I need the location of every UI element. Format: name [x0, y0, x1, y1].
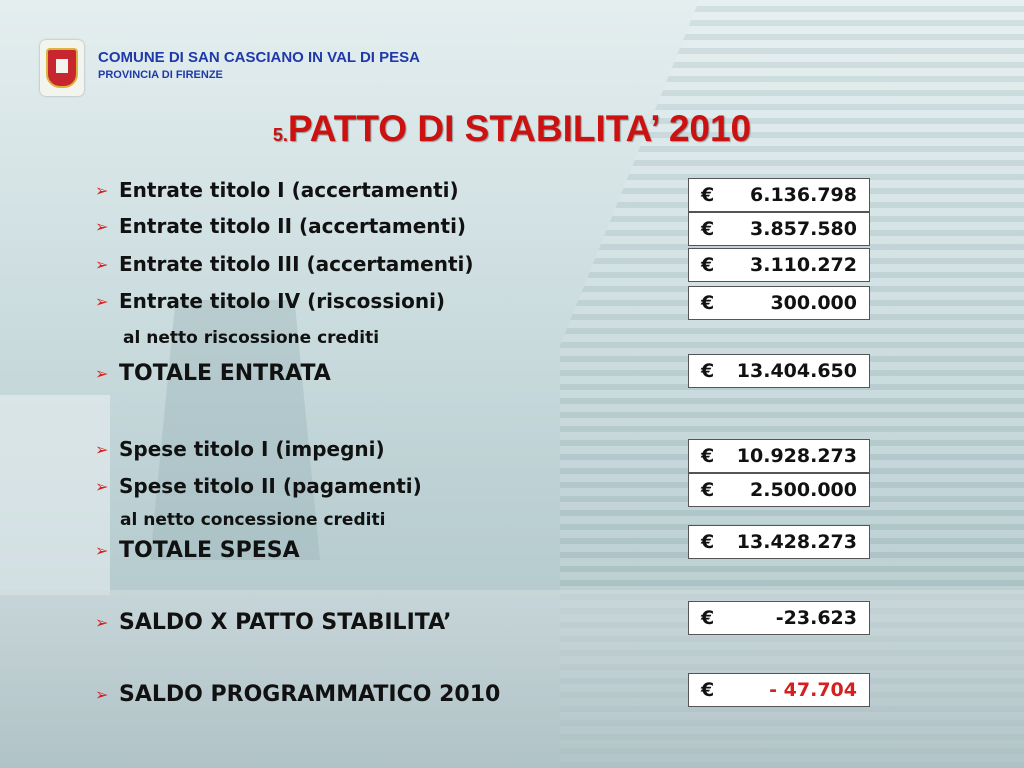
item-label: Entrate titolo IV (riscossioni)	[119, 289, 446, 313]
item-label: Entrate titolo I (accertamenti)	[119, 178, 459, 202]
background-tower	[150, 300, 320, 560]
currency-symbol: €	[701, 479, 715, 501]
list-item: ➢ Entrate titolo I (accertamenti)	[95, 178, 459, 202]
item-label: SALDO PROGRAMMATICO 2010	[119, 682, 501, 707]
value-box: € 3.857.580	[688, 212, 870, 246]
value-box: € 300.000	[688, 286, 870, 320]
org-province: PROVINCIA DI FIRENZE	[98, 69, 223, 81]
item-sublabel: al netto riscossione crediti	[123, 328, 380, 348]
currency-symbol: €	[701, 292, 715, 314]
currency-symbol: €	[701, 679, 715, 701]
item-label: Spese titolo II (pagamenti)	[119, 474, 422, 498]
item-value: 3.857.580	[750, 218, 857, 240]
background-house	[0, 395, 110, 595]
currency-symbol: €	[701, 531, 715, 553]
item-sublabel: al netto concessione crediti	[120, 510, 386, 530]
arrow-bullet-icon: ➢	[95, 685, 109, 704]
list-item-total: ➢ SALDO X PATTO STABILITA’	[95, 610, 451, 635]
arrow-bullet-icon: ➢	[95, 364, 109, 383]
list-item: ➢ Entrate titolo III (accertamenti)	[95, 252, 474, 276]
list-item-total: ➢ SALDO PROGRAMMATICO 2010	[95, 682, 500, 707]
value-box: € 13.428.273	[688, 525, 870, 559]
list-item: ➢ Entrate titolo II (accertamenti)	[95, 214, 466, 238]
item-value: 3.110.272	[750, 254, 857, 276]
list-item-total: ➢ TOTALE SPESA	[95, 538, 300, 563]
currency-symbol: €	[701, 607, 715, 629]
title-number: 5.	[272, 125, 288, 145]
item-value: 13.428.273	[736, 531, 857, 553]
item-label: TOTALE ENTRATA	[119, 361, 331, 386]
currency-symbol: €	[701, 184, 715, 206]
currency-symbol: €	[701, 360, 715, 382]
list-item: ➢ Spese titolo I (impegni)	[95, 437, 385, 461]
arrow-bullet-icon: ➢	[95, 541, 109, 560]
arrow-bullet-icon: ➢	[95, 180, 109, 200]
title-text: PATTO DI STABILITA’ 2010	[287, 108, 752, 149]
page-title: 5.PATTO DI STABILITA’ 2010	[0, 104, 1024, 160]
item-value: 10.928.273	[736, 445, 857, 467]
currency-symbol: €	[701, 445, 715, 467]
item-label: SALDO X PATTO STABILITA’	[119, 610, 452, 635]
item-label: Entrate titolo II (accertamenti)	[119, 214, 467, 238]
item-value: -23.623	[775, 607, 857, 629]
value-box: € 6.136.798	[688, 178, 870, 212]
value-box: € 13.404.650	[688, 354, 870, 388]
item-label: Spese titolo I (impegni)	[119, 437, 385, 461]
currency-symbol: €	[701, 218, 715, 240]
value-box: € -23.623	[688, 601, 870, 635]
arrow-bullet-icon: ➢	[95, 439, 109, 459]
value-box: € 2.500.000	[688, 473, 870, 507]
arrow-bullet-icon: ➢	[95, 291, 109, 311]
arrow-bullet-icon: ➢	[95, 613, 109, 632]
coat-of-arms-icon	[40, 40, 84, 96]
item-value: 2.500.000	[750, 479, 857, 501]
list-item: ➢ Entrate titolo IV (riscossioni)	[95, 289, 445, 313]
org-name: COMUNE DI SAN CASCIANO IN VAL DI PESA	[98, 49, 420, 66]
item-value: 6.136.798	[750, 184, 857, 206]
value-box: € - 47.704	[688, 673, 870, 707]
arrow-bullet-icon: ➢	[95, 216, 109, 236]
value-box: € 3.110.272	[688, 248, 870, 282]
list-item: ➢ Spese titolo II (pagamenti)	[95, 474, 422, 498]
item-label: Entrate titolo III (accertamenti)	[119, 252, 474, 276]
item-label: TOTALE SPESA	[119, 538, 300, 563]
list-item-total: ➢ TOTALE ENTRATA	[95, 361, 331, 386]
item-value: 300.000	[770, 292, 857, 314]
arrow-bullet-icon: ➢	[95, 254, 109, 274]
item-value: 13.404.650	[736, 360, 857, 382]
currency-symbol: €	[701, 254, 715, 276]
arrow-bullet-icon: ➢	[95, 476, 109, 496]
item-value-negative: - 47.704	[769, 679, 857, 701]
value-box: € 10.928.273	[688, 439, 870, 473]
